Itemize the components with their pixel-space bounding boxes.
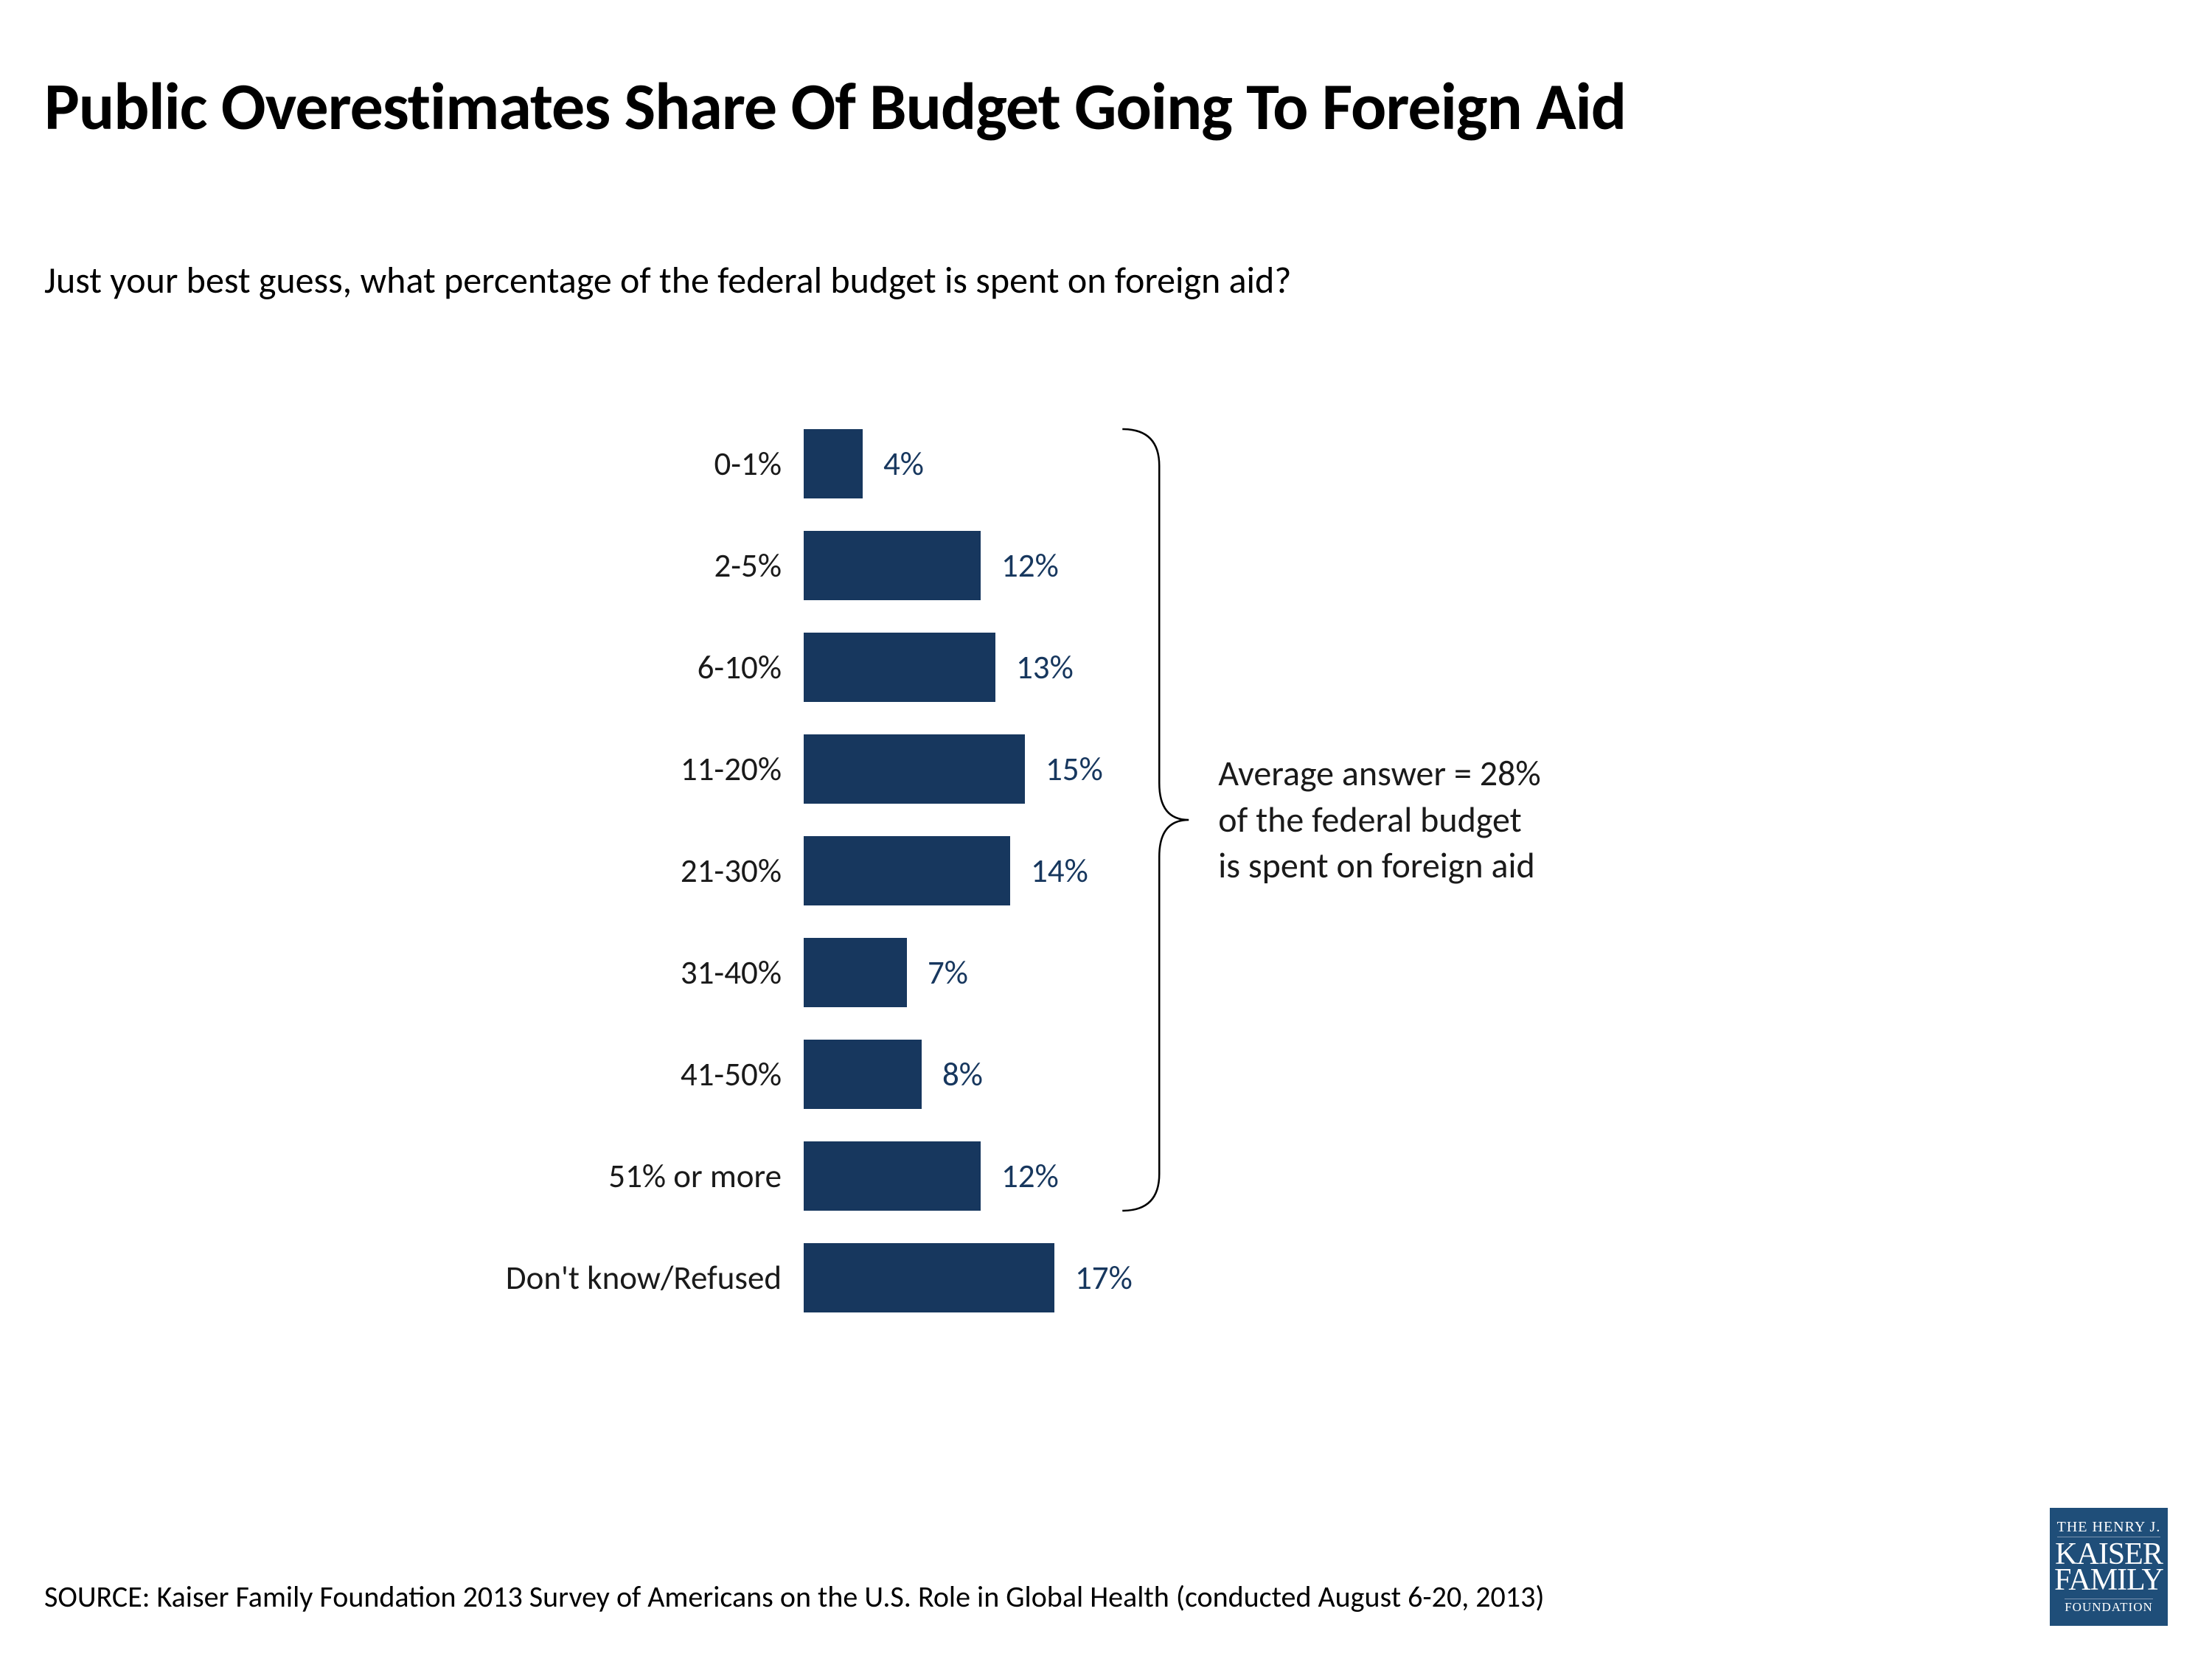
- value-label: 12%: [981, 1156, 1059, 1197]
- category-label: 41-50%: [413, 1054, 804, 1095]
- category-label: 21-30%: [413, 851, 804, 891]
- category-label: 6-10%: [413, 647, 804, 688]
- bar: [804, 531, 981, 600]
- value-label: 4%: [863, 444, 924, 484]
- category-label: 31-40%: [413, 953, 804, 993]
- kaiser-logo: THE HENRY J. KAISER FAMILY FOUNDATION: [2050, 1508, 2168, 1626]
- bar-row: 41-50% 8%: [413, 1023, 1298, 1125]
- bar-row: 11-20% 15%: [413, 718, 1298, 820]
- logo-mid2: FAMILY: [2054, 1568, 2163, 1594]
- logo-top: THE HENRY J.: [2057, 1521, 2161, 1537]
- annotation-line: is spent on foreign aid: [1218, 843, 1540, 888]
- value-label: 17%: [1054, 1258, 1133, 1298]
- chart-subtitle: Just your best guess, what percentage of…: [44, 258, 1291, 303]
- annotation-line: of the federal budget: [1218, 797, 1540, 843]
- bar-row: 31-40% 7%: [413, 922, 1298, 1023]
- bar-row: 2-5% 12%: [413, 515, 1298, 616]
- bar: [804, 1243, 1054, 1312]
- value-label: 15%: [1025, 749, 1103, 790]
- bar: [804, 938, 907, 1007]
- bar: [804, 1040, 922, 1109]
- category-label: Don't know/Refused: [413, 1258, 804, 1298]
- bar-row: 51% or more 12%: [413, 1125, 1298, 1227]
- chart-annotation: Average answer = 28% of the federal budg…: [1218, 751, 1540, 888]
- bar-row: Don't know/Refused 17%: [413, 1227, 1298, 1329]
- logo-bot: FOUNDATION: [2065, 1599, 2153, 1613]
- bar-chart: 0-1% 4% 2-5% 12% 6-10% 13% 11-20% 15% 21-30% 14% 3…: [413, 413, 1298, 1329]
- value-label: 14%: [1010, 851, 1088, 891]
- bar: [804, 429, 863, 498]
- value-label: 8%: [922, 1054, 983, 1095]
- bar-row: 6-10% 13%: [413, 616, 1298, 718]
- bar: [804, 836, 1010, 905]
- category-label: 11-20%: [413, 749, 804, 790]
- source-text: SOURCE: Kaiser Family Foundation 2013 Su…: [44, 1579, 1544, 1615]
- value-label: 7%: [907, 953, 968, 993]
- bar: [804, 734, 1025, 804]
- bar: [804, 1141, 981, 1211]
- bar-row: 21-30% 14%: [413, 820, 1298, 922]
- category-label: 0-1%: [413, 444, 804, 484]
- annotation-line: Average answer = 28%: [1218, 751, 1540, 796]
- value-label: 12%: [981, 546, 1059, 586]
- category-label: 51% or more: [413, 1156, 804, 1197]
- value-label: 13%: [995, 647, 1074, 688]
- category-label: 2-5%: [413, 546, 804, 586]
- chart-title: Public Overestimates Share Of Budget Goi…: [44, 66, 1626, 147]
- bar-row: 0-1% 4%: [413, 413, 1298, 515]
- bar: [804, 633, 995, 702]
